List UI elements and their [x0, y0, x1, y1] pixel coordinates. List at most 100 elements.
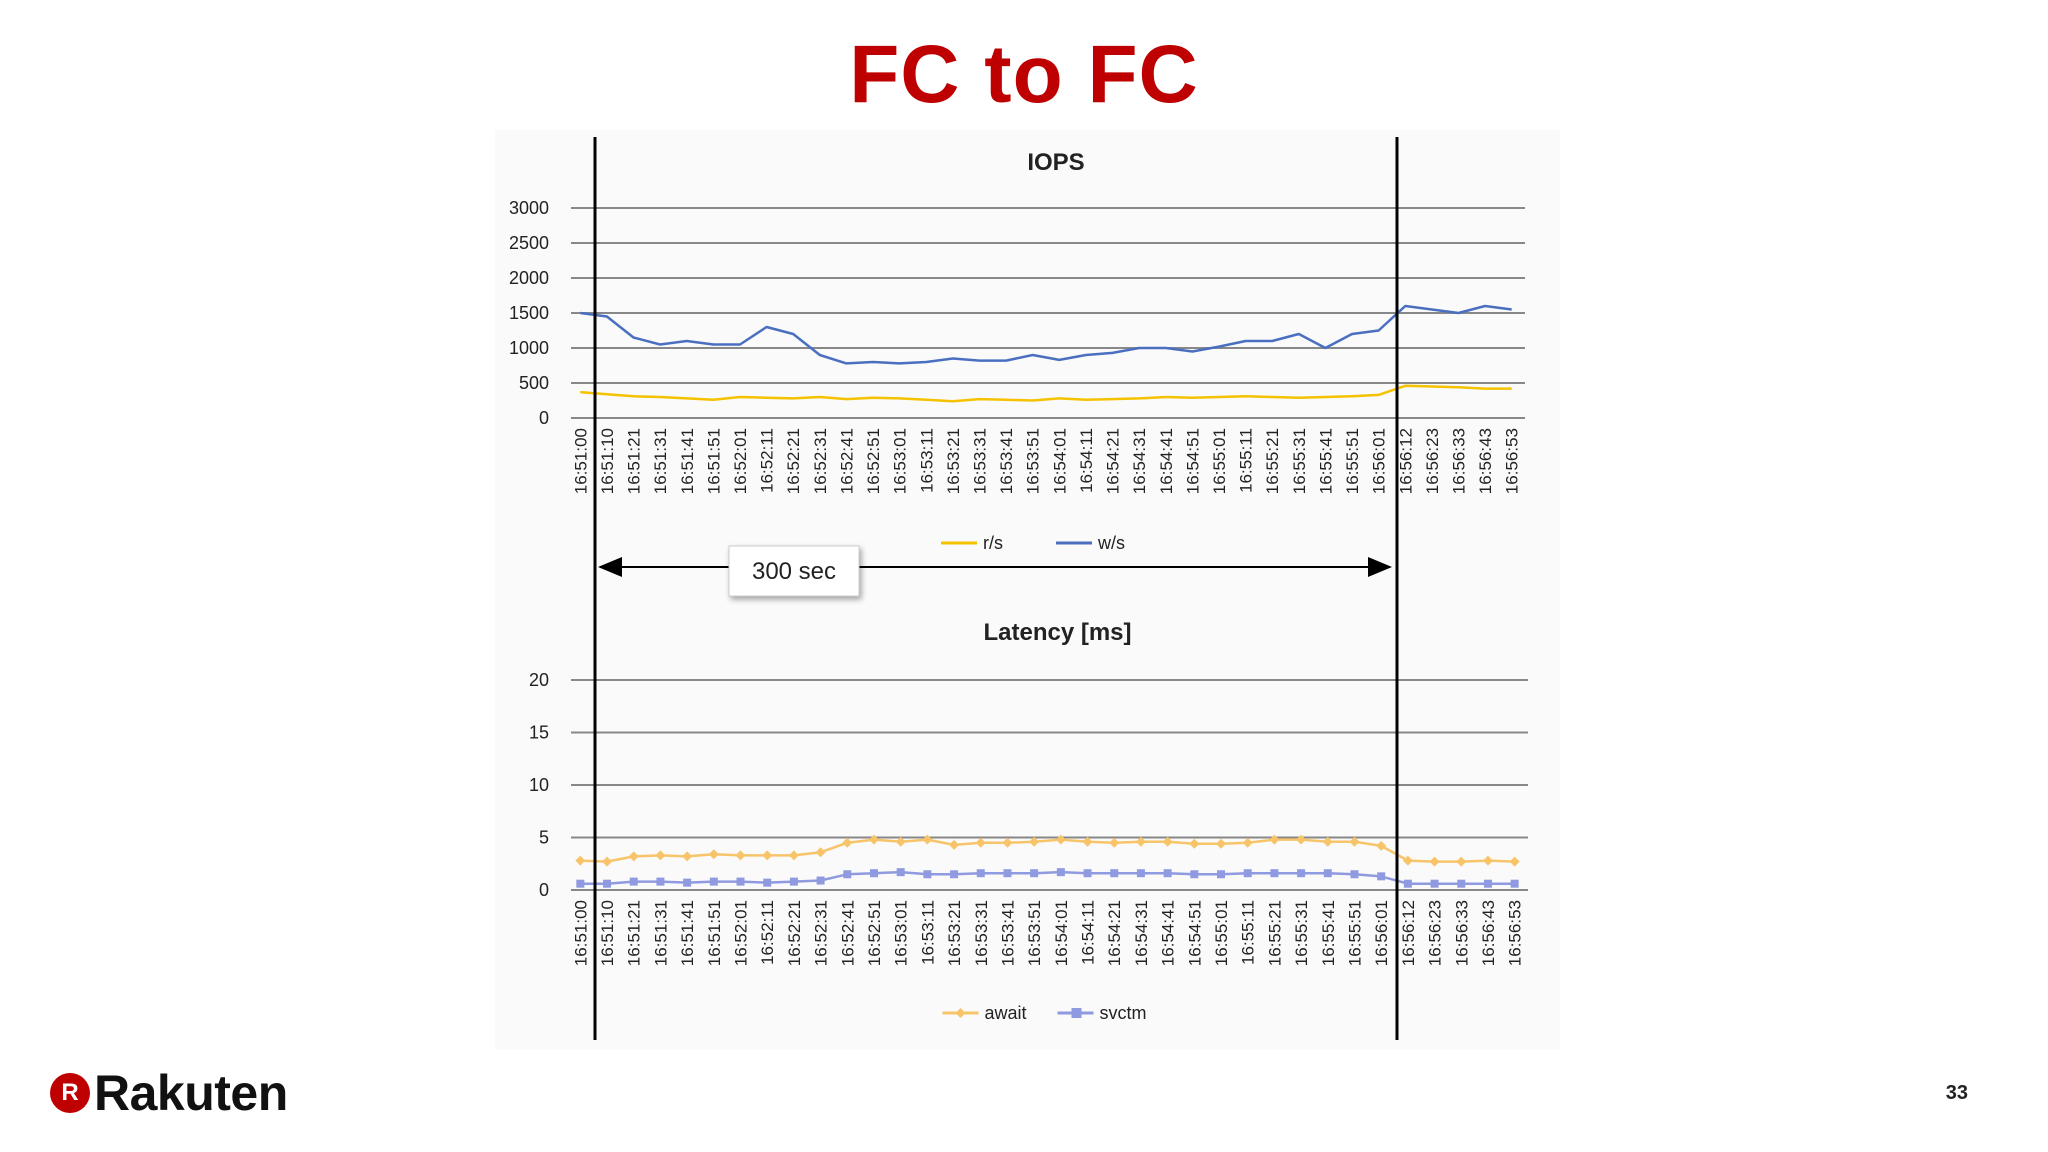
data-point-svctm [603, 879, 612, 888]
data-point-await [1002, 837, 1013, 848]
data-point-svctm [629, 877, 638, 886]
annotation-label: 300 sec [752, 558, 836, 585]
data-point-await [1269, 834, 1280, 845]
y-tick-label: 20 [529, 670, 549, 690]
x-tick-label: 16:55:41 [1319, 900, 1338, 966]
x-tick-label: 16:53:41 [997, 428, 1016, 494]
chart-title: Latency [ms] [983, 619, 1131, 646]
data-point-svctm [763, 878, 772, 887]
data-point-await [1482, 855, 1493, 866]
x-tick-label: 16:55:21 [1265, 900, 1284, 966]
data-point-svctm [1056, 868, 1065, 877]
x-tick-label: 16:56:12 [1399, 900, 1418, 966]
x-tick-label: 16:52:41 [837, 428, 856, 494]
data-point-await [1135, 836, 1146, 847]
data-point-svctm [1003, 869, 1012, 878]
x-tick-label: 16:56:01 [1372, 900, 1391, 966]
data-point-await [949, 839, 960, 850]
x-tick-label: 16:54:41 [1157, 428, 1176, 494]
x-tick-label: 16:51:10 [598, 428, 617, 494]
legend-label-rs: r/s [983, 533, 1003, 553]
x-tick-label: 16:55:31 [1290, 428, 1309, 494]
legend-label-svctm: svctm [1100, 1003, 1147, 1023]
x-tick-label: 16:51:41 [678, 900, 697, 966]
x-tick-label: 16:52:31 [812, 900, 831, 966]
x-tick-label: 16:52:51 [864, 428, 883, 494]
data-point-svctm [656, 877, 665, 886]
data-point-svctm [576, 879, 585, 888]
data-point-await [1029, 836, 1040, 847]
legend-marker-svctm [1071, 1008, 1082, 1018]
x-tick-label: 16:55:51 [1345, 900, 1364, 966]
data-point-svctm [1430, 879, 1439, 888]
x-tick-label: 16:56:53 [1503, 428, 1522, 494]
data-point-await [602, 856, 613, 867]
data-point-svctm [896, 868, 905, 877]
series-line-svctm [580, 870, 1515, 885]
y-tick-label: 1000 [509, 338, 549, 358]
x-tick-label: 16:53:51 [1025, 900, 1044, 966]
latency-chart: Latency [ms] 0 5 10 15 20 16:51:00 16:51:10 16:5… [529, 619, 1528, 1023]
data-point-svctm [923, 870, 932, 879]
y-tick-label: 500 [519, 373, 549, 393]
data-point-svctm [709, 877, 718, 886]
data-point-await [1189, 838, 1200, 849]
x-tick-label: 16:54:11 [1077, 428, 1096, 493]
data-point-await [628, 851, 639, 862]
y-tick-label: 2000 [509, 268, 549, 288]
x-tick-label: 16:52:51 [865, 900, 884, 966]
data-point-svctm [1483, 879, 1492, 888]
x-tick-label: 16:54:21 [1105, 900, 1124, 966]
data-point-await [815, 847, 826, 858]
series-line-ws [580, 304, 1512, 365]
legend-marker-await [955, 1008, 966, 1018]
x-tick-label: 16:54:51 [1183, 428, 1202, 494]
data-point-await [682, 851, 693, 862]
x-tick-label: 16:56:43 [1476, 428, 1495, 494]
x-tick-label: 16:54:41 [1159, 900, 1178, 966]
data-point-svctm [1457, 879, 1466, 888]
x-tick-label: 16:55:11 [1237, 428, 1256, 493]
data-point-svctm [1217, 870, 1226, 879]
data-point-await [1456, 856, 1467, 867]
x-tick-label: 16:53:11 [917, 428, 936, 493]
y-tick-label: 3000 [509, 198, 549, 218]
data-point-await [1509, 856, 1520, 867]
x-tick-label: 16:55:41 [1316, 428, 1335, 494]
x-tick-label: 16:53:11 [918, 900, 937, 965]
series-line-rs [580, 384, 1512, 403]
data-point-await [1376, 840, 1387, 851]
x-tick-label: 16:52:21 [785, 900, 804, 966]
x-tick-label: 16:52:11 [758, 428, 777, 493]
data-point-svctm [1350, 870, 1359, 879]
logo-text: Rakuten [94, 1065, 288, 1121]
data-point-await [1402, 855, 1413, 866]
x-tick-label: 16:53:01 [891, 428, 910, 494]
rakuten-logo: R Rakuten [50, 1068, 288, 1118]
x-tick-label: 16:53:21 [945, 900, 964, 966]
x-tick-label: 16:53:51 [1024, 428, 1043, 494]
data-point-svctm [869, 869, 878, 878]
logo-badge-icon: R [50, 1073, 90, 1113]
x-tick-label: 16:53:31 [970, 428, 989, 494]
x-tick-label: 16:56:23 [1426, 900, 1445, 966]
x-tick-label: 16:51:31 [651, 428, 670, 494]
data-point-await [575, 855, 586, 866]
x-tick-label: 16:53:01 [892, 900, 911, 966]
slide-title: FC to FC [849, 29, 1199, 120]
data-point-await [1109, 837, 1120, 848]
data-point-await [842, 837, 853, 848]
data-point-await [922, 834, 933, 845]
data-point-await [655, 850, 666, 861]
x-tick-label: 16:53:31 [972, 900, 991, 966]
chart-title: IOPS [1027, 149, 1084, 176]
data-point-svctm [1190, 870, 1199, 879]
data-point-svctm [1163, 869, 1172, 878]
x-tick-label: 16:55:01 [1212, 900, 1231, 966]
y-tick-label: 2500 [509, 233, 549, 253]
data-point-await [1162, 836, 1173, 847]
data-point-await [1296, 834, 1307, 845]
data-point-svctm [1323, 869, 1332, 878]
